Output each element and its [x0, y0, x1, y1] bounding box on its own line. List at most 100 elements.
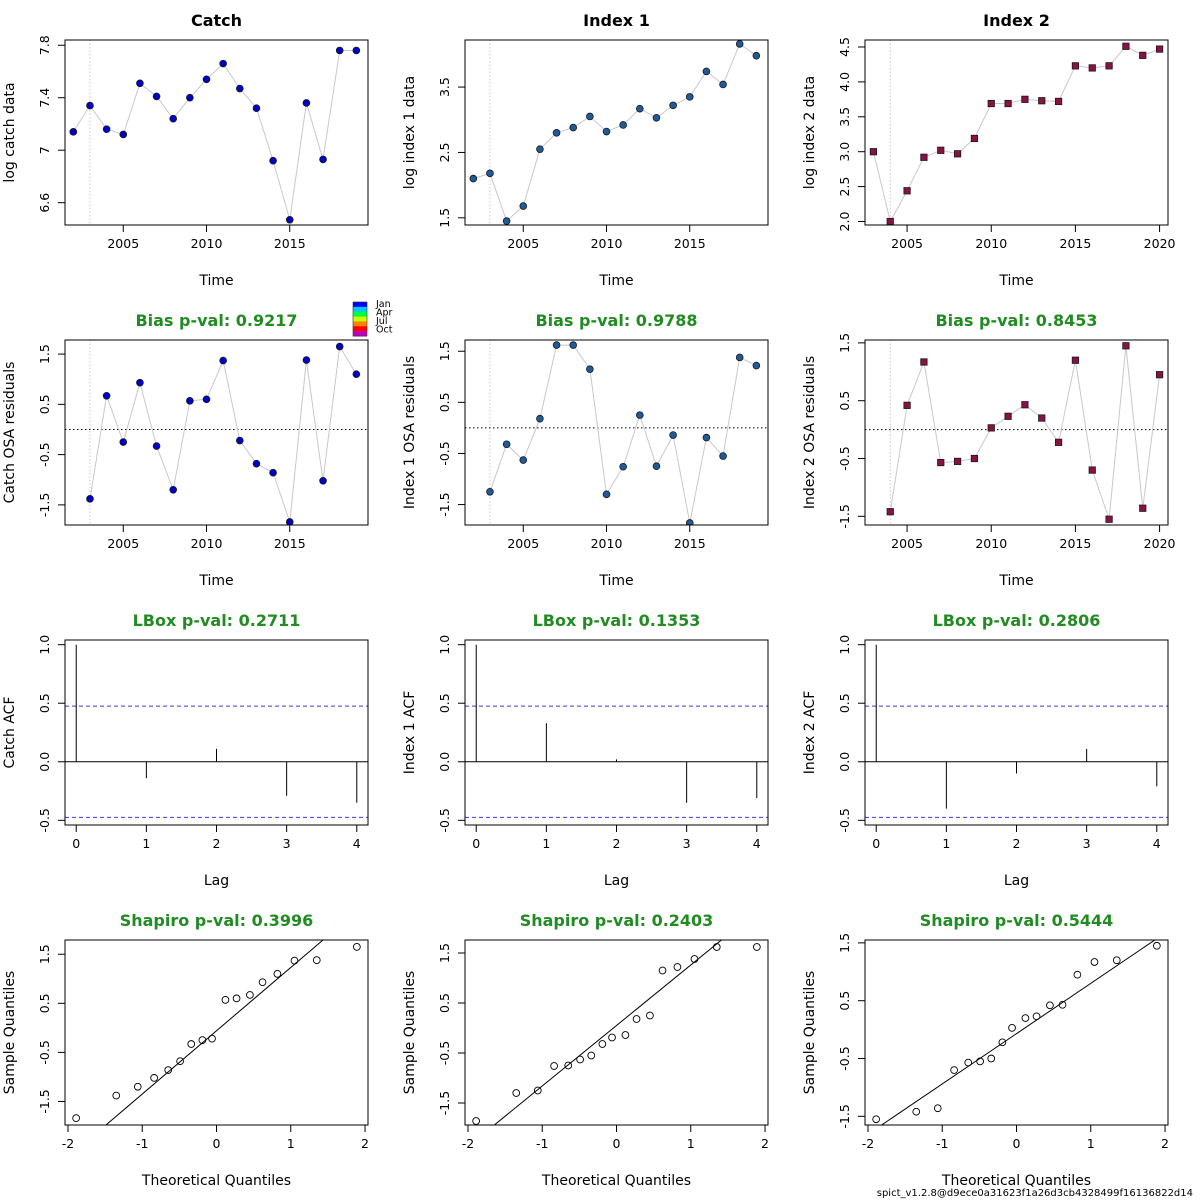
data-point: [586, 112, 594, 121]
data-point: [86, 495, 94, 503]
y-tick-label: -0.5: [837, 1046, 852, 1070]
qq-point: [576, 1055, 584, 1064]
data-point: [202, 75, 211, 84]
x-tick-label: 2020: [1144, 236, 1176, 251]
data-point: [1054, 97, 1063, 106]
data-point: [669, 431, 677, 439]
x-tick-label: 2020: [1144, 536, 1176, 551]
y-tick-label: 3.5: [837, 107, 852, 127]
data-point: [252, 459, 261, 468]
x-tick-label: 1: [142, 836, 150, 851]
qq-point: [246, 991, 254, 999]
y-tick-label: 2.5: [837, 177, 852, 197]
qq-point: [258, 978, 267, 987]
panel-title: Shapiro p-val: 0.5444: [920, 911, 1114, 930]
panel-index1-data: Index 1 2005 2010 2015 1.5 2.5 3.5 Time log inde…: [402, 11, 769, 289]
qq-point: [1153, 941, 1161, 950]
x-tick-label: 2015: [274, 236, 306, 251]
y-tick-label: -0.5: [37, 442, 52, 466]
data-point: [1105, 62, 1113, 70]
qq-point: [198, 1036, 207, 1044]
y-tick-label: 4.5: [837, 37, 852, 57]
qq-point: [658, 966, 667, 975]
qq-point: [1032, 1012, 1041, 1021]
panel-catch-qq: Shapiro p-val: 0.3996 -2 -1 0 1 2 -1.5 -0.5 0.5 1…: [2, 911, 369, 1189]
data-point: [519, 202, 528, 210]
qq-point: [312, 956, 321, 964]
panel-index2-qq: Shapiro p-val: 0.5444 -2 -1 0 1 2 -1.5 -0.5 0.5 1…: [802, 911, 1169, 1189]
x-tick-label: 2015: [674, 236, 706, 251]
x-tick-label: 2005: [507, 536, 539, 551]
data-point: [335, 342, 344, 351]
data-point: [486, 169, 494, 178]
y-tick-label: 2.0: [837, 212, 852, 232]
x-tick-label: 2010: [591, 236, 623, 251]
y-tick-label: 1.5: [37, 344, 52, 364]
y-tick-label: 1.0: [437, 635, 452, 655]
data-point: [1021, 95, 1029, 103]
data-point: [1122, 42, 1130, 50]
panel-index2-osa: Bias p-val: 0.8453 2005 2010 2015 2020 -1.5 -0…: [802, 311, 1176, 589]
data-point: [652, 462, 661, 471]
y-axis-label: log index 2 data: [802, 76, 818, 189]
data-point: [86, 101, 94, 110]
panel-index1-osa: Bias p-val: 0.9788 2005 2010 2015 -1.5 -0.5 0.…: [402, 311, 769, 589]
y-tick-label: 0.0: [837, 752, 852, 772]
qq-point: [353, 943, 361, 951]
data-point: [636, 104, 644, 113]
y-tick-label: 1.5: [837, 333, 852, 353]
plot-area: [465, 644, 768, 818]
x-tick-label: 2005: [891, 236, 923, 251]
y-tick-label: 1.5: [437, 943, 452, 963]
qq-point: [1008, 1024, 1016, 1032]
panel-index2-acf: LBox p-val: 0.2806 0 1 2 3 4 -0.5 0.0 0.5 1.0 Lag I…: [802, 611, 1169, 889]
x-axis-label: Time: [598, 573, 633, 589]
y-axis-label: Index 1 OSA residuals: [402, 356, 418, 509]
y-tick-label: -0.5: [437, 808, 452, 832]
qq-point: [933, 1104, 942, 1113]
qq-point: [221, 996, 230, 1004]
x-tick-label: -2: [62, 1136, 74, 1151]
data-point: [719, 80, 727, 89]
footer-version-text: spict_v1.2.8@d9ece0a31623f1a26d3cb432849…: [877, 1188, 1193, 1199]
qq-point: [187, 1040, 196, 1048]
data-point: [136, 79, 144, 88]
x-tick-label: 2: [761, 1136, 769, 1151]
qq-point: [150, 1074, 158, 1082]
qq-point: [950, 1066, 958, 1074]
data-point: [752, 361, 761, 370]
y-tick-label: -0.5: [37, 808, 52, 832]
data-point: [119, 130, 128, 139]
data-point: [1155, 45, 1164, 53]
qq-point: [964, 1058, 973, 1067]
data-point: [202, 395, 211, 404]
data-point: [119, 438, 128, 446]
plot-area: [65, 644, 368, 818]
panel-catch-osa: Bias p-val: 0.9217 2005 2010 2015 -1.5 -0.5 0.…: [2, 311, 369, 589]
data-point: [937, 146, 945, 154]
data-point: [652, 113, 661, 122]
x-tick-label: 4: [1153, 836, 1161, 851]
data-point: [920, 153, 928, 161]
data-point: [536, 145, 544, 153]
x-tick-label: 0: [213, 1136, 221, 1151]
qq-point: [673, 963, 682, 971]
legend-color-swatch: [353, 326, 367, 332]
qq-point: [998, 1038, 1007, 1047]
qq-point: [598, 1040, 607, 1048]
data-point: [987, 424, 995, 432]
data-point: [619, 121, 627, 129]
data-point: [285, 518, 294, 525]
y-tick-label: 0.5: [437, 693, 452, 713]
data-point: [486, 487, 494, 496]
data-point: [685, 519, 694, 525]
x-tick-label: -2: [862, 1136, 874, 1151]
x-tick-label: 2015: [274, 536, 306, 551]
data-point: [236, 436, 244, 445]
y-tick-label: 1.0: [37, 635, 52, 655]
legend-month-jul: Jul: [375, 316, 387, 327]
plot-area: [865, 340, 1168, 525]
plot-frame: [64, 639, 369, 826]
data-point: [352, 46, 361, 55]
y-tick-label: 7.4: [37, 88, 52, 108]
